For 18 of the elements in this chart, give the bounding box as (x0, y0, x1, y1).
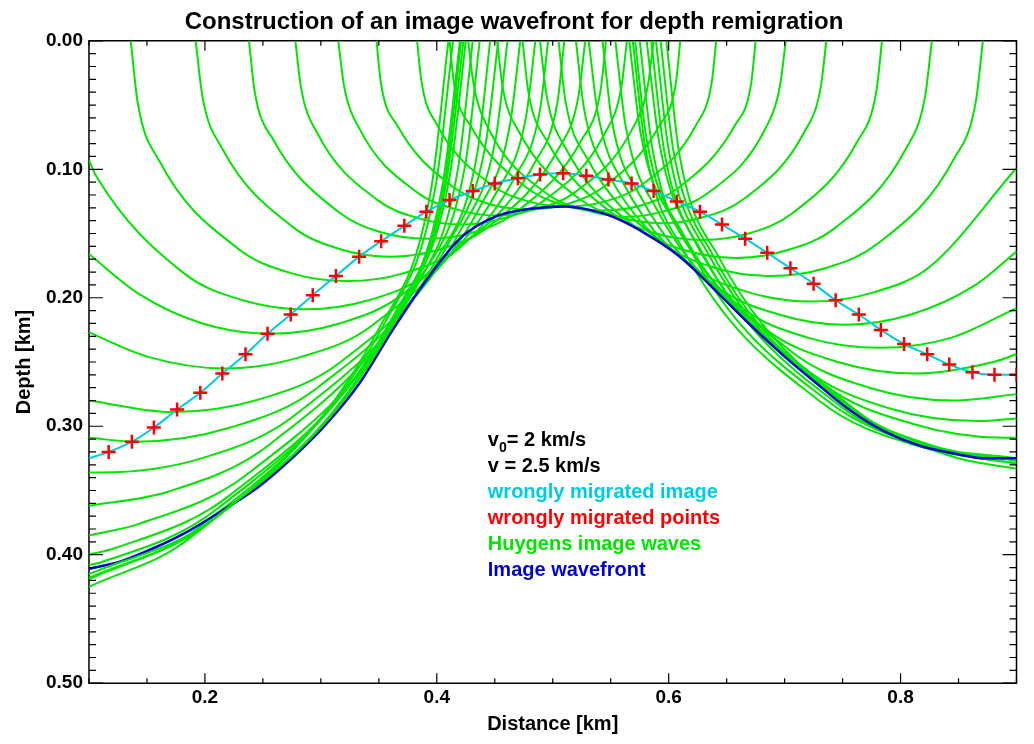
y-tick-label: 0.40 (46, 542, 83, 564)
x-tick-label: 0.6 (655, 685, 682, 707)
y-tick-label: 0.50 (46, 671, 83, 693)
y-tick-label: 0.20 (46, 285, 83, 307)
text: wrongly migrated image (486, 479, 718, 502)
x-tick-label: 0.8 (887, 685, 914, 707)
x-tick-label: 0.2 (191, 685, 219, 707)
y-tick-label: 0.10 (46, 157, 83, 179)
annotation: v = 2.5 km/s (487, 453, 601, 476)
y-axis-title: Depth [km] (11, 309, 34, 415)
y-tick-label: 0.00 (46, 29, 83, 51)
text: Image wavefront (487, 557, 646, 580)
text: Huygens image waves (487, 531, 702, 554)
y-tick-label: 0.30 (46, 414, 83, 436)
chart-title: Construction of an image wavefront for depth remigration (184, 7, 844, 35)
text: wrongly migrated points (486, 505, 721, 528)
x-axis-title: Distance [km] (487, 711, 619, 734)
x-tick-label: 0.4 (423, 685, 451, 707)
